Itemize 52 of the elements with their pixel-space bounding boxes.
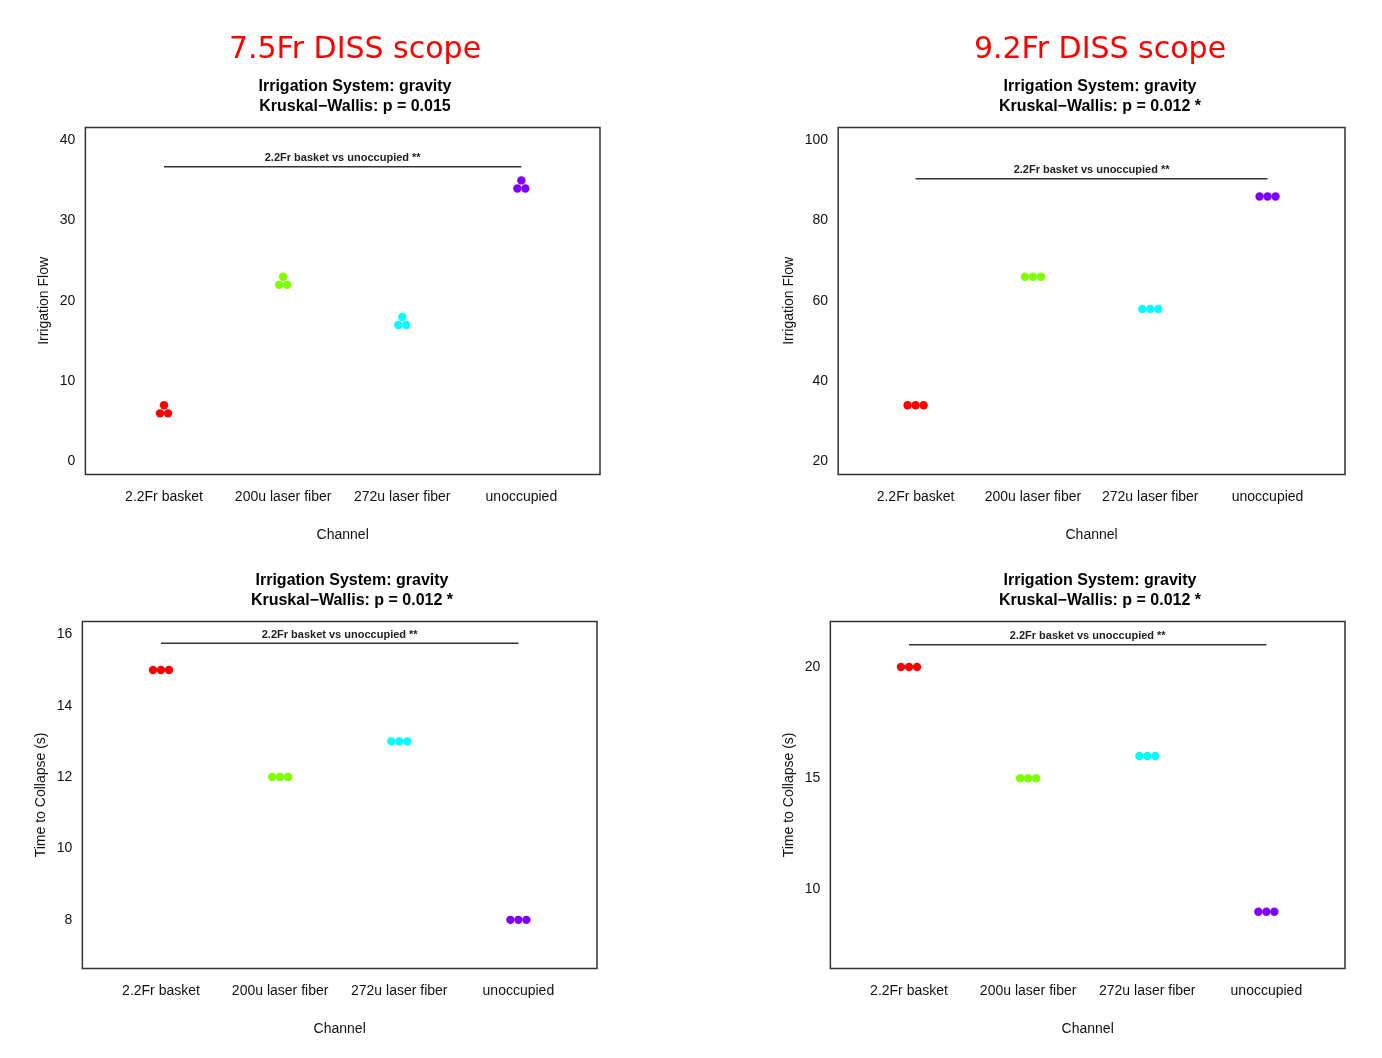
x-tick-label: unoccupied xyxy=(1230,981,1303,998)
y-tick-label: 12 xyxy=(56,767,73,784)
x-tick-label: 272u laser fiber xyxy=(350,981,448,998)
x-tick-label: 272u laser fiber xyxy=(1098,981,1196,998)
y-axis-title: Irrigation Flow xyxy=(35,256,52,345)
chart-title: 7.5Fr DISS scope xyxy=(227,29,483,67)
annotation: 2.2Fr basket vs unoccupied ** xyxy=(1009,629,1167,642)
y-tick-label: 20 xyxy=(59,291,76,308)
y-tick-label: 0 xyxy=(67,452,76,469)
annotation: 2.2Fr basket vs unoccupied ** xyxy=(261,627,419,640)
y-tick-label: 20 xyxy=(812,452,829,469)
chart-subtitle: Irrigation System: gravity Kruskal−Wallis: p = 0.012 * xyxy=(249,570,455,610)
x-axis-title: Channel xyxy=(1061,1020,1114,1037)
y-tick-label: 40 xyxy=(59,131,76,148)
x-tick-label: 272u laser fiber xyxy=(353,487,451,504)
y-tick-label: 60 xyxy=(812,291,829,308)
x-tick-label: 2.2Fr basket xyxy=(876,487,955,504)
annotation: 2.2Fr basket vs unoccupied ** xyxy=(1013,163,1171,176)
y-tick-label: 16 xyxy=(56,625,73,642)
y-tick-label: 100 xyxy=(804,131,829,148)
y-tick-label: 30 xyxy=(59,211,76,228)
y-axis-title: Time to Collapse (s) xyxy=(32,732,49,858)
x-tick-label: unoccupied xyxy=(482,981,555,998)
chart-subtitle: Irrigation System: gravity Kruskal−Wallis: p = 0.015 xyxy=(257,76,453,116)
y-tick-label: 20 xyxy=(804,657,821,674)
x-tick-label: 2.2Fr basket xyxy=(870,981,949,998)
x-tick-label: 200u laser fiber xyxy=(231,981,329,998)
x-tick-label: unoccupied xyxy=(485,487,558,504)
y-tick-label: 14 xyxy=(56,696,73,713)
annotation: 2.2Fr basket vs unoccupied ** xyxy=(264,151,422,164)
y-tick-label: 10 xyxy=(59,372,76,389)
x-tick-label: 200u laser fiber xyxy=(979,981,1077,998)
y-tick-label: 80 xyxy=(812,211,829,228)
x-tick-label: unoccupied xyxy=(1231,487,1304,504)
y-tick-label: 8 xyxy=(64,910,73,927)
x-tick-label: 200u laser fiber xyxy=(234,487,332,504)
y-tick-label: 10 xyxy=(804,880,821,897)
y-tick-label: 15 xyxy=(804,769,821,786)
x-tick-label: 272u laser fiber xyxy=(1101,487,1199,504)
y-tick-label: 40 xyxy=(812,372,829,389)
chart-subtitle: Irrigation System: gravity Kruskal−Wallis: p = 0.012 * xyxy=(997,76,1203,116)
x-tick-label: 2.2Fr basket xyxy=(125,487,204,504)
x-axis-title: Channel xyxy=(313,1020,366,1037)
chart-title: 9.2Fr DISS scope xyxy=(972,29,1228,67)
x-axis-title: Channel xyxy=(316,526,369,543)
y-axis-title: Time to Collapse (s) xyxy=(780,732,797,858)
y-axis-title: Irrigation Flow xyxy=(780,256,797,345)
y-tick-label: 10 xyxy=(56,839,73,856)
x-tick-label: 200u laser fiber xyxy=(984,487,1082,504)
x-axis-title: Channel xyxy=(1065,526,1118,543)
x-tick-label: 2.2Fr basket xyxy=(122,981,201,998)
chart-subtitle: Irrigation System: gravity Kruskal−Wallis: p = 0.012 * xyxy=(997,570,1203,610)
